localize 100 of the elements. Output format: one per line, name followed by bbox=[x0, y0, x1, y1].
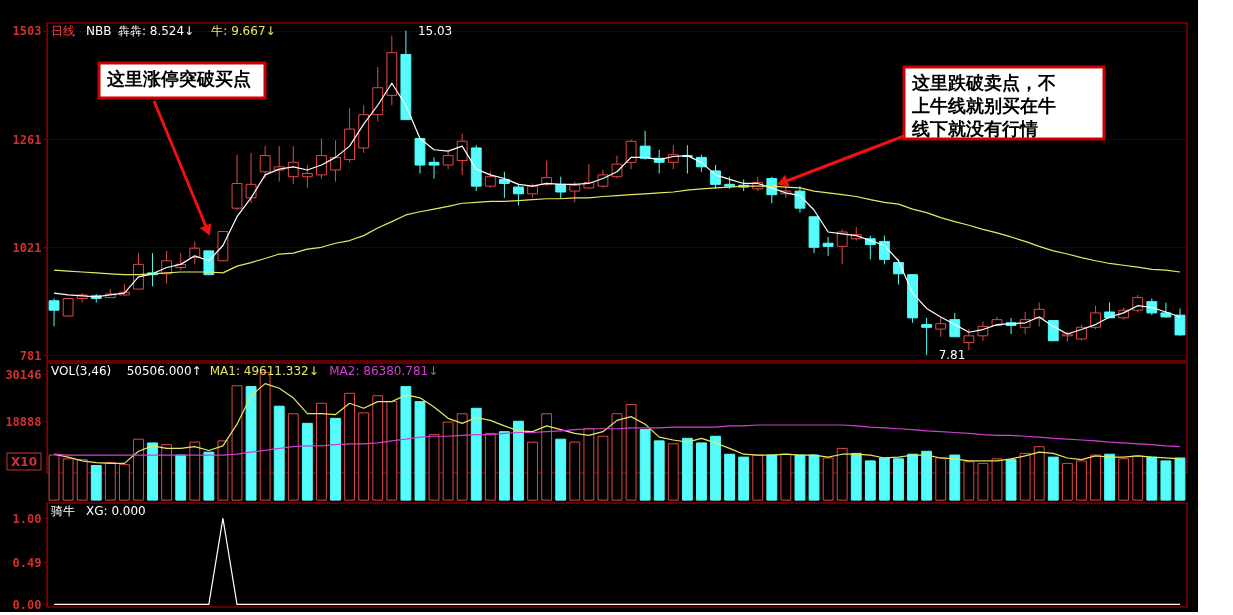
bar bbox=[161, 444, 173, 501]
bar bbox=[794, 454, 806, 501]
bar bbox=[1019, 452, 1031, 501]
bar bbox=[203, 451, 215, 501]
bar bbox=[513, 420, 524, 501]
bar bbox=[569, 441, 581, 501]
candlestick bbox=[555, 176, 567, 200]
bar bbox=[76, 459, 88, 501]
candlestick bbox=[710, 164, 721, 190]
bar bbox=[217, 440, 229, 501]
bar bbox=[287, 413, 299, 501]
bar bbox=[555, 438, 567, 501]
y-tick-label: 1503 bbox=[12, 24, 42, 39]
bar bbox=[344, 392, 356, 501]
bar bbox=[358, 412, 370, 501]
bar bbox=[414, 401, 426, 501]
bar bbox=[541, 413, 553, 501]
candlestick bbox=[794, 185, 806, 214]
bar bbox=[1174, 457, 1186, 501]
bar bbox=[301, 422, 313, 501]
series-label: MA1: 49611.332↓ bbox=[209, 364, 319, 378]
y-tick-label: 30146 bbox=[5, 367, 42, 382]
line-series bbox=[53, 424, 1181, 456]
bar bbox=[147, 442, 158, 501]
bar bbox=[498, 431, 510, 501]
candlestick bbox=[316, 138, 327, 180]
y-tick-label: 1021 bbox=[12, 240, 42, 255]
bar bbox=[386, 401, 398, 501]
bar bbox=[442, 421, 454, 501]
bar bbox=[1090, 454, 1101, 501]
text: MA2: 86380.781↓ bbox=[329, 364, 439, 378]
annotation: 这里跌破卖点，不上牛线就别买在牛线下就没有行情 bbox=[911, 72, 1056, 139]
text: X10 bbox=[11, 455, 37, 469]
y-tick-label: 0.49 bbox=[12, 555, 42, 570]
bar bbox=[470, 407, 482, 501]
bar bbox=[738, 456, 750, 501]
bar bbox=[949, 454, 961, 501]
bar bbox=[681, 437, 693, 501]
bar bbox=[118, 464, 130, 501]
bar bbox=[780, 453, 792, 501]
bar bbox=[864, 460, 876, 501]
y-tick-label: 1.00 bbox=[12, 511, 42, 526]
candlestick bbox=[428, 156, 440, 180]
bar bbox=[822, 457, 834, 501]
bar bbox=[1005, 459, 1017, 501]
bar bbox=[231, 385, 243, 501]
bar bbox=[90, 464, 102, 501]
bar bbox=[1118, 458, 1130, 501]
candlestick bbox=[1090, 305, 1101, 330]
text: 犇犇: 8.524↓ bbox=[117, 24, 195, 38]
candlestick bbox=[921, 317, 933, 356]
bar bbox=[963, 461, 975, 501]
y-tick-label: 0.00 bbox=[12, 597, 42, 612]
bar bbox=[977, 462, 989, 501]
bar bbox=[991, 458, 1003, 501]
bar bbox=[527, 441, 538, 501]
bar bbox=[104, 462, 116, 501]
bar bbox=[583, 428, 595, 501]
bar bbox=[1061, 462, 1073, 501]
candlestick bbox=[963, 328, 975, 351]
candlestick bbox=[330, 139, 341, 183]
candlestick bbox=[878, 235, 890, 265]
bar bbox=[611, 413, 623, 501]
bar bbox=[752, 454, 764, 501]
bar bbox=[893, 458, 904, 501]
candlestick bbox=[287, 145, 299, 185]
bar bbox=[653, 440, 665, 501]
bar bbox=[1104, 453, 1116, 501]
bar bbox=[48, 454, 60, 501]
chart-subtitle: NBB bbox=[86, 24, 112, 38]
text: XG: 0.000 bbox=[86, 504, 146, 518]
bar bbox=[625, 404, 637, 501]
candlestick bbox=[1174, 307, 1186, 337]
candlestick bbox=[498, 171, 510, 199]
bar bbox=[62, 458, 74, 501]
bar bbox=[724, 453, 736, 501]
bar bbox=[850, 452, 862, 501]
annotation: 7.81 bbox=[938, 348, 966, 363]
bar bbox=[400, 386, 412, 501]
bar bbox=[484, 432, 496, 501]
bar bbox=[597, 435, 609, 501]
annotation: 这里涨停突破买点 bbox=[106, 68, 251, 89]
bar bbox=[456, 413, 468, 501]
bar bbox=[273, 405, 285, 501]
candlestick bbox=[569, 181, 581, 203]
candlestick bbox=[836, 228, 848, 265]
bar bbox=[710, 435, 721, 501]
text: 牛: 9.667↓ bbox=[211, 24, 276, 38]
annotation: 15.03 bbox=[417, 23, 453, 38]
candlestick bbox=[48, 298, 60, 327]
bar bbox=[696, 442, 707, 501]
y-tick-label: 18888 bbox=[5, 414, 42, 429]
bar bbox=[766, 454, 778, 501]
candlestick bbox=[541, 160, 553, 187]
bar bbox=[921, 450, 933, 501]
bar bbox=[330, 417, 341, 501]
candlestick bbox=[1033, 302, 1045, 327]
candlestick bbox=[456, 133, 468, 176]
chart-title: 日线 bbox=[51, 24, 75, 38]
bar bbox=[1033, 446, 1045, 501]
